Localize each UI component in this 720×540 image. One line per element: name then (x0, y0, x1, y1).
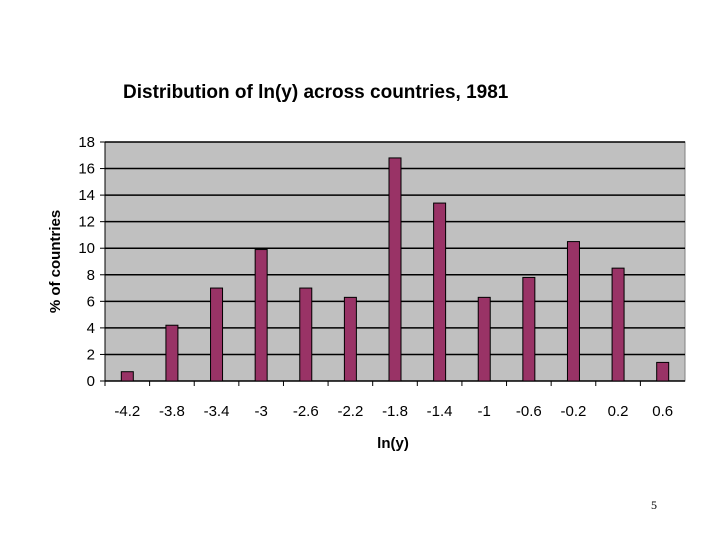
chart-title: Distribution of ln(y) across countries, … (123, 82, 509, 103)
bar (210, 287, 224, 382)
bar (254, 249, 268, 382)
bars (120, 157, 670, 382)
bar (611, 267, 625, 382)
y-tick-label: 14 (78, 187, 95, 204)
bar (522, 276, 536, 382)
y-tick-label: 0 (87, 373, 95, 390)
x-tick-label: -0.2 (561, 403, 587, 420)
x-tick-label: -2.6 (293, 403, 319, 420)
x-axis-ticks: -4.2 -3.8 -3.4 -3 -2.6 -2.2 -1.8 -1.4 -1 -0.6 -0.2… (104, 381, 673, 420)
x-tick-label: -0.6 (516, 403, 542, 420)
x-tick-label: -1.4 (427, 403, 453, 420)
y-tick-label: 10 (78, 240, 95, 257)
y-tick-label: 8 (87, 267, 95, 284)
bar (433, 202, 447, 382)
x-tick-label: 0.6 (652, 403, 673, 420)
y-tick-label: 6 (87, 293, 95, 310)
y-tick-label: 12 (78, 214, 95, 231)
x-tick-label: -2.2 (337, 403, 363, 420)
y-axis-ticks: 0 2 4 6 8 10 12 14 16 18 (78, 134, 105, 390)
x-tick-label: -3.4 (204, 403, 230, 420)
bar (120, 371, 134, 382)
page-number: 5 (651, 498, 657, 512)
bar (656, 361, 670, 382)
y-tick-label: 4 (87, 320, 95, 337)
y-tick-label: 18 (78, 134, 95, 151)
y-tick-label: 16 (78, 161, 95, 178)
bar (477, 296, 491, 382)
bar (388, 157, 402, 382)
x-tick-label: -1.8 (382, 403, 408, 420)
x-axis-title: ln(y) (377, 435, 409, 452)
bar (343, 296, 357, 382)
y-tick-label: 2 (87, 346, 95, 363)
x-tick-label: -3 (254, 403, 267, 420)
bar (165, 324, 179, 382)
x-tick-label: -3.8 (159, 403, 185, 420)
x-tick-label: 0.2 (608, 403, 629, 420)
y-axis-title: % of countries (47, 210, 64, 313)
bar (566, 241, 580, 382)
x-tick-label: -4.2 (114, 403, 140, 420)
x-tick-label: -1 (478, 403, 491, 420)
bar (299, 287, 313, 382)
